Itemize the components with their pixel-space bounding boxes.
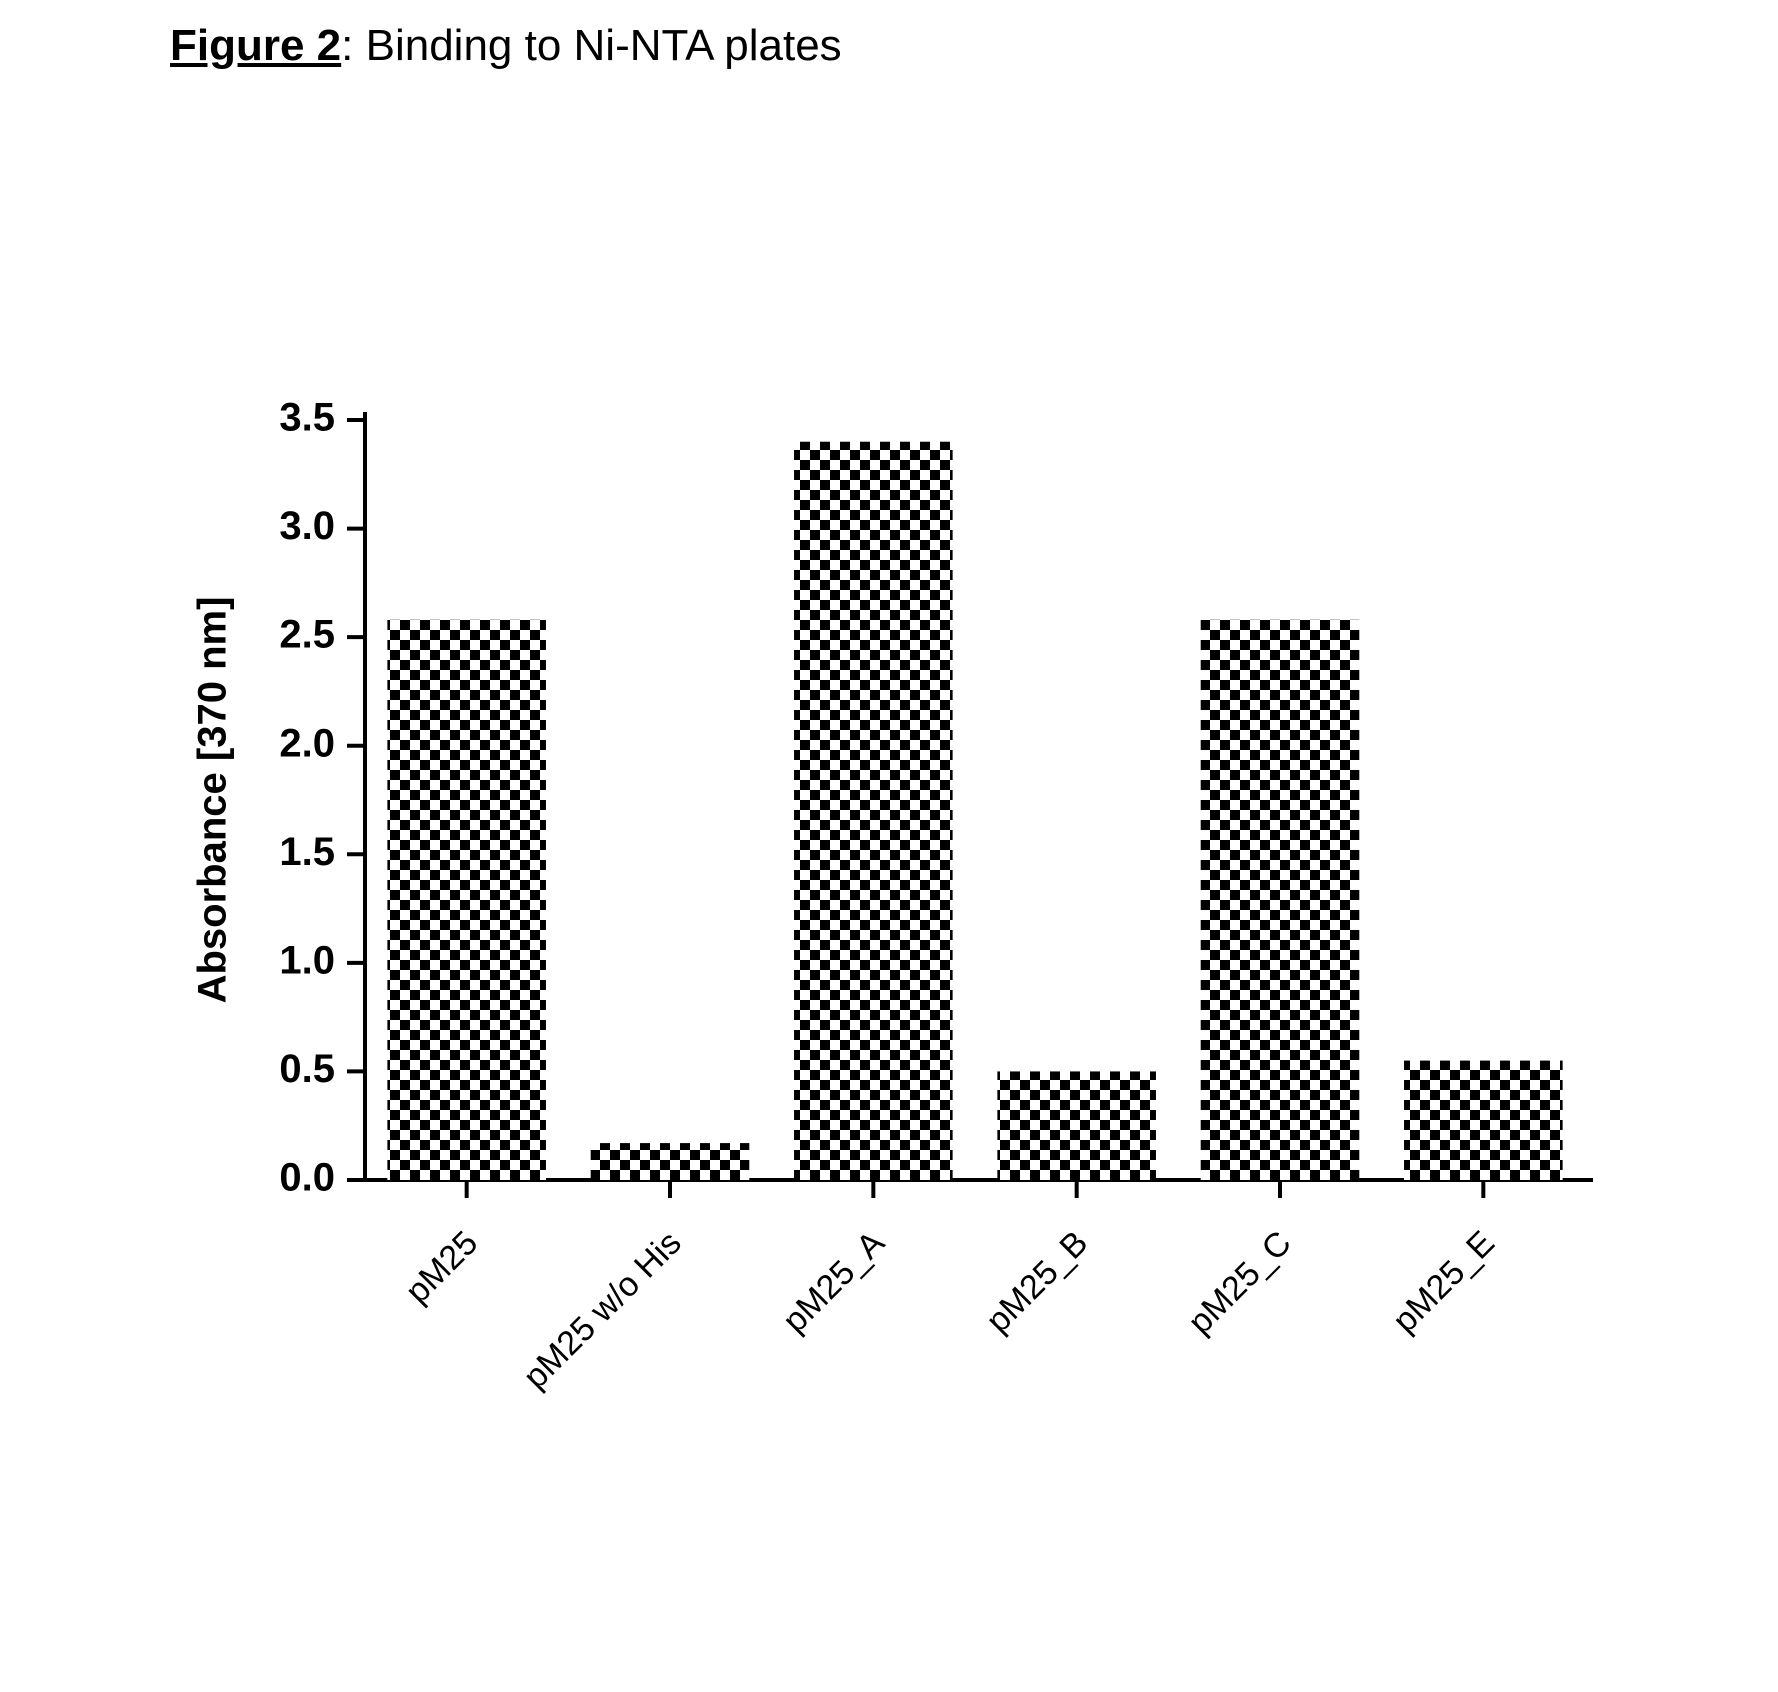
y-tick-label: 2.5 — [279, 613, 335, 657]
y-tick-label: 0.0 — [279, 1156, 335, 1200]
y-tick-label: 3.0 — [279, 504, 335, 548]
caption-separator: : — [341, 21, 365, 70]
y-tick-label: 2.0 — [279, 721, 335, 765]
x-tick-label: pM25 — [398, 1224, 485, 1311]
bar — [997, 1071, 1156, 1180]
x-tick-label: pM25_C — [1181, 1224, 1299, 1342]
x-tick-label: pM25_E — [1386, 1224, 1502, 1340]
y-tick-label: 3.5 — [279, 396, 335, 440]
caption-title: Binding to Ni-NTA plates — [366, 21, 842, 70]
y-tick-label: 1.0 — [279, 938, 335, 982]
bar — [1404, 1061, 1563, 1180]
x-tick-label: pM25 w/o His — [516, 1224, 689, 1397]
y-tick-label: 1.5 — [279, 830, 335, 874]
y-axis-label: Absorbance [370 nm] — [191, 597, 235, 1004]
bar — [794, 442, 953, 1180]
figure-label: Figure 2 — [170, 21, 341, 70]
figure-caption: Figure 2: Binding to Ni-NTA plates — [170, 20, 842, 73]
y-tick-label: 0.5 — [279, 1047, 335, 1091]
bar — [1201, 620, 1360, 1180]
bar — [387, 620, 546, 1180]
x-tick-label: pM25_A — [776, 1224, 893, 1341]
x-tick-label: pM25_B — [979, 1224, 1095, 1340]
bar — [591, 1143, 750, 1180]
bar-chart: 0.0 0.5 1.0 1.5 2.0 2.5 3.0 3.5 Absorbance [370 … — [130, 390, 1650, 1590]
